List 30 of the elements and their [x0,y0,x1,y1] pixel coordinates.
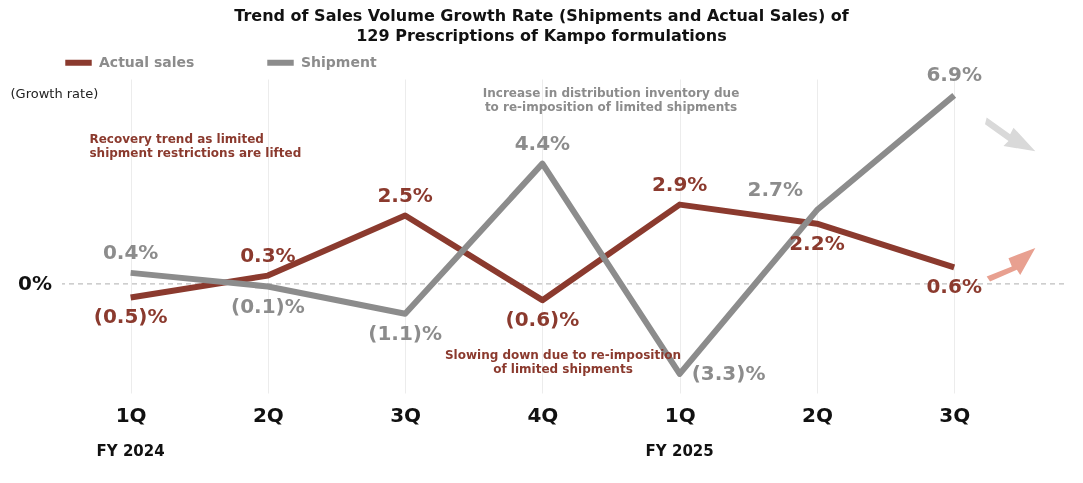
text: FY 2025 [645,442,714,460]
data-label: 2.9% [651,171,708,196]
data-label: 2.2% [789,230,845,255]
ref-line-label: 0% [18,270,52,295]
x-tick-label: 4Q [527,402,559,427]
data-label: 2.7% [747,177,803,202]
annotation: Increase in distribution inventory due to re-imposition of limited shipments [482,85,740,114]
y-axis-title: (Growth rate) [10,85,99,101]
data-label: (1.1)% [368,320,443,345]
data-label: (0.5)% [93,304,168,329]
x-tick-label: 3Q [390,402,422,427]
x-tick-label: 1Q [115,402,147,427]
legend-label: Actual sales [99,53,195,70]
x-tick-label: 2Q [252,402,284,427]
data-label: 0.4% [102,239,159,264]
data-label: 0.6% [926,274,982,299]
x-tick-label: 3Q [939,402,971,427]
data-label: (0.1)% [231,293,305,318]
legend-label: Shipment [301,53,377,70]
chart-title: Trend of Sales Volume Growth Rate (Shipments and Actual Sales) of 129 Prescriptions of Kampo formulations [233,6,850,46]
data-label: (3.3)% [691,360,766,385]
data-label: 4.4% [514,130,571,155]
data-label: 0.3% [240,242,296,267]
x-tick-label: 1Q [664,402,696,427]
data-label: (0.6)% [505,307,580,332]
data-label: 6.9% [926,62,982,87]
annotation: Recovery trend as limited shipment restrictions are lifted [89,132,302,161]
x-tick-label: 2Q [801,402,833,427]
data-label: 2.5% [377,182,433,207]
text: FY 2024 [96,442,165,460]
